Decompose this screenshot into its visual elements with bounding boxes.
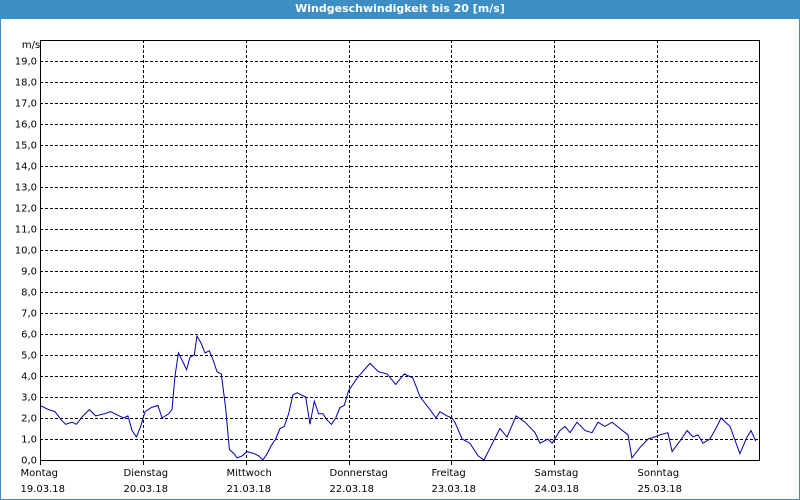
x-tick-label: Montag xyxy=(21,468,58,479)
x-tick-label: Donnerstag xyxy=(330,468,388,479)
x-tick-label: Dienstag xyxy=(124,468,169,479)
y-tick-label: 10,0 xyxy=(15,246,37,257)
y-tick-label: 13,0 xyxy=(15,183,37,194)
y-tick-label: 4,0 xyxy=(21,372,37,383)
y-tick-label: 0,0 xyxy=(21,456,37,467)
x-tick-date: 19.03.18 xyxy=(21,484,66,495)
y-tick-label: 12,0 xyxy=(15,204,37,215)
y-tick-label: 5,0 xyxy=(21,351,37,362)
plot-frame xyxy=(40,40,760,461)
x-tick-label: Sonntag xyxy=(638,468,680,479)
y-tick-label: 14,0 xyxy=(15,162,37,173)
x-tick-date: 21.03.18 xyxy=(227,484,272,495)
y-tick-label: 9,0 xyxy=(21,267,37,278)
x-tick-date: 24.03.18 xyxy=(535,484,580,495)
x-tick-label: Freitag xyxy=(432,468,466,479)
y-tick-label: 16,0 xyxy=(15,120,37,131)
title-bar xyxy=(0,0,800,18)
y-axis-label: m/s xyxy=(22,40,40,51)
x-tick-date: 23.03.18 xyxy=(432,484,477,495)
data-line xyxy=(39,334,757,461)
y-tick-label: 1,0 xyxy=(21,435,37,446)
y-tick-label: 17,0 xyxy=(15,99,37,110)
x-tick-label: Mittwoch xyxy=(227,468,272,479)
y-tick-label: 7,0 xyxy=(21,309,37,320)
x-tick-date: 22.03.18 xyxy=(330,484,375,495)
x-tick-label: Samstag xyxy=(535,468,579,479)
x-tick-date: 25.03.18 xyxy=(638,484,683,495)
y-tick-label: 15,0 xyxy=(15,141,37,152)
y-tick-label: 6,0 xyxy=(21,330,37,341)
x-tick-date: 20.03.18 xyxy=(124,484,169,495)
y-tick-label: 19,0 xyxy=(15,57,37,68)
y-tick-label: 3,0 xyxy=(21,393,37,404)
y-tick-label: 18,0 xyxy=(15,78,37,89)
y-tick-label: 8,0 xyxy=(21,288,37,299)
y-tick-label: 2,0 xyxy=(21,414,37,425)
chart-title: Windgeschwindigkeit bis 20 [m/s] xyxy=(295,2,505,15)
y-tick-label: 11,0 xyxy=(15,225,37,236)
